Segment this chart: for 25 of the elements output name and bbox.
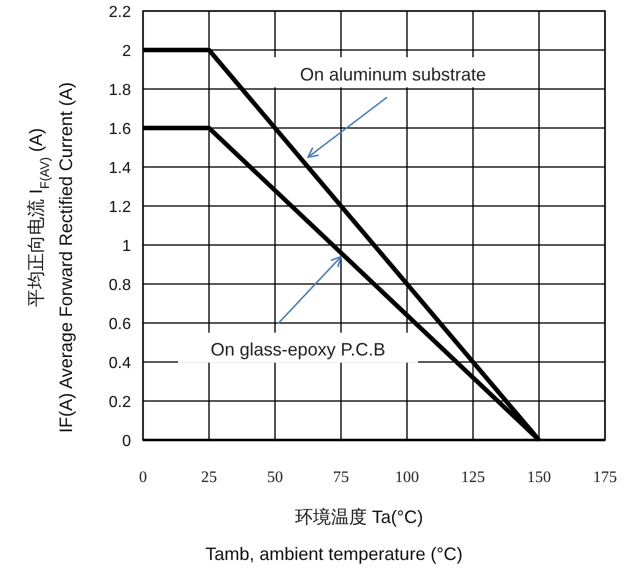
annotation: On glass-epoxy P.C.B — [210, 340, 386, 360]
y-tick-label: 0.4 — [108, 355, 132, 372]
x-tick-label: 150 — [527, 469, 551, 486]
y-tick-label: 1 — [122, 238, 132, 255]
x-tick-label: 175 — [593, 469, 617, 486]
x-tick-label: 125 — [461, 469, 485, 486]
annotation: On glass-epoxy P.C.B — [178, 256, 418, 363]
y-tick-label: 0.2 — [108, 394, 132, 411]
y-tick-label: 1.6 — [108, 121, 132, 138]
x-tick-label: 50 — [267, 469, 283, 486]
y-tick-label: 1.8 — [108, 82, 132, 99]
y-tick-label: 1.4 — [108, 160, 132, 177]
x-tick-label: 100 — [395, 469, 419, 486]
y-tick-label: 0.8 — [108, 277, 132, 294]
x-tick-label: 0 — [139, 469, 147, 486]
y-tick-label: 2 — [122, 43, 132, 60]
x-axis-title: 环境温度 Ta(°C) Tamb, ambient temperature (°C) — [205, 507, 463, 564]
y-tick-label: 1.2 — [108, 199, 132, 216]
y-tick-label: 0 — [122, 433, 132, 450]
annotation: On aluminum substrate — [300, 64, 486, 84]
x-tick-label: 75 — [333, 469, 349, 486]
annotation: On aluminum substrate — [273, 57, 513, 158]
y-tick-label: 2.2 — [108, 4, 132, 21]
x-tick-label: 25 — [201, 469, 217, 486]
y-tick-label: 0.6 — [108, 316, 132, 333]
